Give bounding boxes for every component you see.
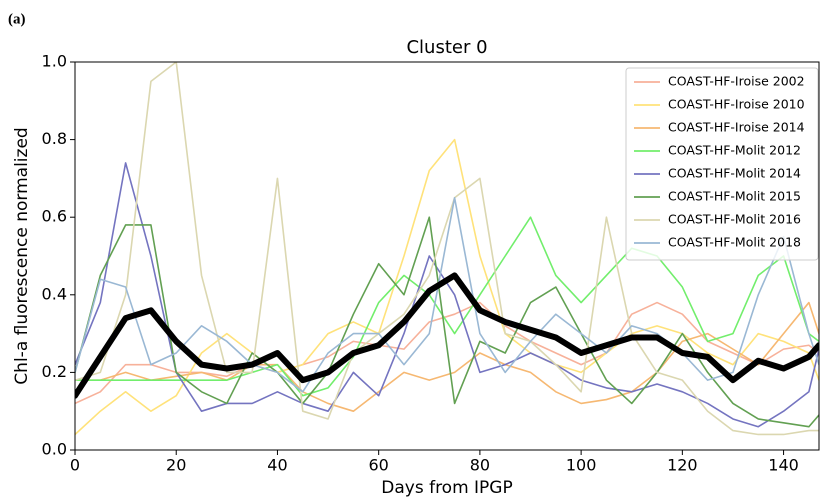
panel-label: (a) — [8, 11, 26, 27]
y-tick-label: 0.8 — [42, 129, 67, 148]
y-tick-label: 0.6 — [42, 207, 67, 226]
x-tick-label: 140 — [768, 456, 799, 475]
series-line — [75, 197, 819, 393]
chart-title: Cluster 0 — [406, 37, 487, 58]
y-tick-label: 0.0 — [42, 440, 67, 459]
y-tick-label: 0.2 — [42, 362, 67, 381]
y-tick-label: 0.4 — [42, 284, 67, 303]
legend-label: COAST-HF-Molit 2012 — [668, 143, 801, 158]
legend-label: COAST-HF-Molit 2018 — [668, 235, 801, 250]
legend-label: COAST-HF-Molit 2015 — [668, 189, 801, 204]
legend-label: COAST-HF-Molit 2016 — [668, 212, 801, 227]
y-tick-label: 1.0 — [42, 52, 67, 71]
legend-label: COAST-HF-Iroise 2014 — [668, 120, 805, 135]
legend-box — [625, 67, 819, 261]
x-tick-label: 100 — [566, 456, 597, 475]
mean-line — [75, 272, 819, 399]
series-line — [75, 138, 819, 436]
series-line — [75, 216, 819, 428]
x-tick-label: 0 — [70, 456, 80, 475]
series-line — [75, 301, 819, 412]
x-tick-label: 60 — [368, 456, 388, 475]
y-axis-title: Chl-a fluorescence normalized — [12, 127, 32, 384]
legend-label: COAST-HF-Iroise 2010 — [668, 97, 805, 112]
x-tick-label: 20 — [166, 456, 186, 475]
legend-label: COAST-HF-Molit 2014 — [668, 166, 801, 181]
series-line — [75, 216, 819, 397]
x-tick-label: 80 — [470, 456, 490, 475]
plot-frame — [74, 61, 820, 451]
x-tick-label: 40 — [267, 456, 287, 475]
legend-label: COAST-HF-Iroise 2002 — [668, 74, 805, 89]
x-axis-title: Days from IPGP — [381, 478, 512, 498]
series-line — [75, 162, 819, 428]
x-tick-label: 120 — [667, 456, 698, 475]
